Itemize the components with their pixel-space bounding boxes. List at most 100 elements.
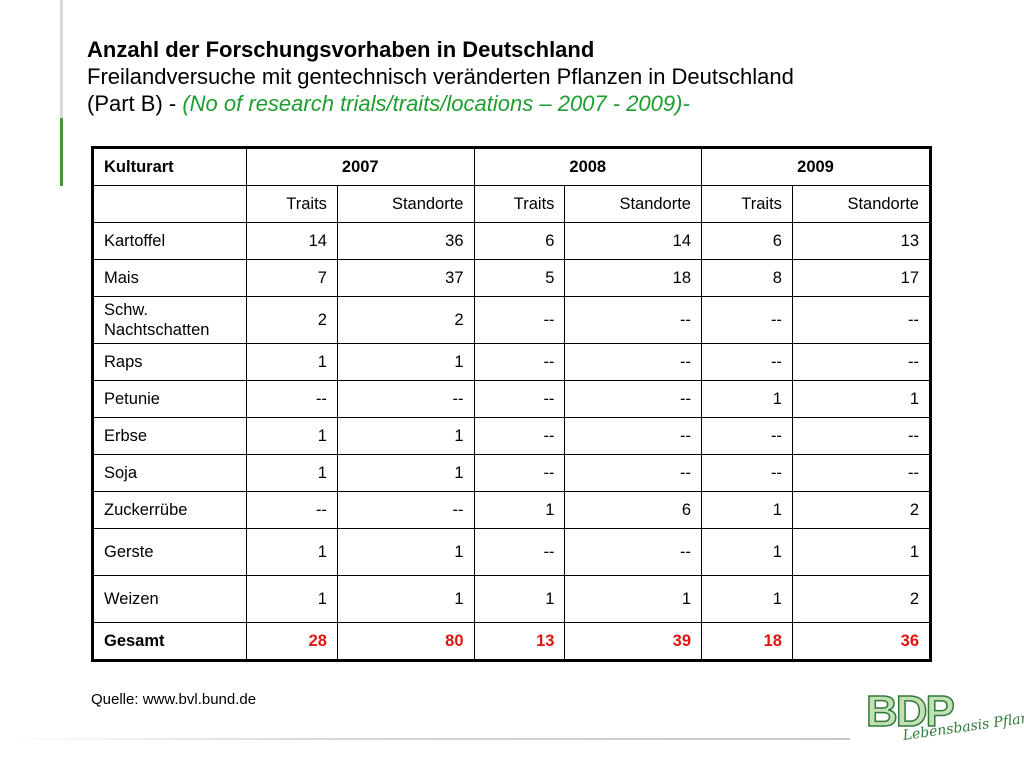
table-subheader-row: Traits Standorte Traits Standorte Traits… (92, 185, 932, 223)
row-label: Kartoffel (92, 222, 247, 260)
table-cell: -- (564, 454, 702, 492)
table-cell: 17 (791, 259, 932, 297)
table-cell: -- (246, 380, 338, 418)
table-row: Gerste 1 1 -- -- 1 1 (92, 528, 932, 576)
table-row: Kartoffel 14 36 6 14 6 13 (92, 222, 932, 260)
table-cell: 1 (701, 491, 793, 529)
table-cell: 8 (701, 259, 793, 297)
row-label: Zuckerrübe (92, 491, 247, 529)
table-row: Mais 7 37 5 18 8 17 (92, 259, 932, 297)
table-cell: 1 (246, 528, 338, 576)
subheader-empty (92, 185, 247, 223)
table-cell: -- (473, 454, 566, 492)
table-cell: -- (564, 296, 702, 344)
table-cell: 1 (246, 417, 338, 455)
left-divider-line (60, 0, 63, 185)
subheader-standorte-2007: Standorte (336, 185, 475, 223)
table-cell: 14 (246, 222, 338, 260)
left-accent-bar (60, 118, 63, 186)
table-row: Erbse 1 1 -- -- -- -- (92, 417, 932, 455)
table-row: Schw. Nachtschatten 2 2 -- -- -- -- (92, 296, 932, 344)
table-cell: -- (473, 528, 566, 576)
row-label: Erbse (92, 417, 247, 455)
row-label: Raps (92, 343, 247, 381)
table-cell: -- (564, 528, 702, 576)
research-trials-table: Kulturart 2007 2008 2009 Traits Standort… (91, 146, 932, 662)
subheader-traits-2007: Traits (246, 185, 338, 223)
table-cell: 1 (564, 575, 702, 623)
table-cell: 1 (336, 575, 475, 623)
row-label: Petunie (92, 380, 247, 418)
title-line-3-prefix: (Part B) - (87, 91, 183, 116)
subheader-standorte-2009: Standorte (791, 185, 932, 223)
table-row: Zuckerrübe -- -- 1 6 1 2 (92, 491, 932, 529)
row-label: Soja (92, 454, 247, 492)
table-cell: -- (701, 296, 793, 344)
table-cell: -- (473, 417, 566, 455)
table-cell: -- (473, 296, 566, 344)
title-line-1: Anzahl der Forschungsvorhaben in Deutsch… (87, 37, 595, 62)
table-cell: -- (701, 417, 793, 455)
table-cell: 5 (473, 259, 566, 297)
table-cell: -- (336, 380, 475, 418)
table-cell: -- (246, 491, 338, 529)
table-cell: 1 (791, 380, 932, 418)
table-cell: -- (473, 380, 566, 418)
table-cell: 14 (564, 222, 702, 260)
table-cell: 37 (336, 259, 475, 297)
table-cell: 1 (246, 343, 338, 381)
table-total-row: Gesamt 28 80 13 39 18 36 (92, 622, 932, 661)
row-label: Gerste (92, 528, 247, 576)
title-line-3-accent: (No of research trials/traits/locations … (182, 91, 690, 116)
table-cell: 6 (564, 491, 702, 529)
table-cell: 1 (791, 528, 932, 576)
table-row: Weizen 1 1 1 1 1 2 (92, 575, 932, 623)
total-cell: 13 (473, 622, 566, 661)
table-cell: 13 (791, 222, 932, 260)
table-cell: -- (791, 343, 932, 381)
source-note: Quelle: www.bvl.bund.de (91, 691, 257, 708)
total-cell: 28 (246, 622, 338, 661)
logo-letters: BDP (865, 687, 955, 736)
total-cell: 36 (791, 622, 932, 661)
table-cell: 1 (701, 380, 793, 418)
total-label: Gesamt (92, 622, 247, 661)
table-cell: 7 (246, 259, 338, 297)
table-cell: -- (564, 417, 702, 455)
subheader-traits-2009: Traits (701, 185, 793, 223)
header-kulturart: Kulturart (92, 147, 247, 186)
row-label: Schw. Nachtschatten (92, 296, 247, 344)
header-year-2009: 2009 (701, 147, 931, 186)
table-cell: 1 (473, 491, 566, 529)
slide-title: Anzahl der Forschungsvorhaben in Deutsch… (87, 36, 987, 117)
table-cell: -- (336, 491, 475, 529)
table-row: Soja 1 1 -- -- -- -- (92, 454, 932, 492)
subheader-traits-2008: Traits (473, 185, 566, 223)
table-row: Petunie -- -- -- -- 1 1 (92, 380, 932, 418)
table-cell: -- (564, 380, 702, 418)
bdp-logo: BDP Lebensbasis Pflanze (865, 687, 1024, 765)
header-year-2007: 2007 (246, 147, 475, 186)
table-cell: 1 (336, 343, 475, 381)
subheader-standorte-2008: Standorte (564, 185, 702, 223)
row-label-line-1: Schw. (104, 301, 149, 319)
title-line-2: Freilandversuche mit gentechnisch veränd… (87, 64, 794, 89)
row-label-line-2: Nachtschatten (104, 321, 210, 339)
table-cell: 1 (336, 454, 475, 492)
title-line-3: (Part B) - (No of research trials/traits… (87, 90, 987, 117)
total-cell: 80 (336, 622, 475, 661)
table-cell: -- (473, 343, 566, 381)
table-cell: 2 (246, 296, 338, 344)
table-cell: 2 (336, 296, 475, 344)
table-cell: -- (791, 417, 932, 455)
table-row: Raps 1 1 -- -- -- -- (92, 343, 932, 381)
table-cell: 1 (336, 417, 475, 455)
table-cell: -- (701, 343, 793, 381)
table-cell: 1 (701, 575, 793, 623)
table-cell: 6 (701, 222, 793, 260)
table-cell: -- (791, 296, 932, 344)
table-cell: 1 (701, 528, 793, 576)
row-label: Weizen (92, 575, 247, 623)
table-header-row: Kulturart 2007 2008 2009 (92, 147, 931, 186)
table-cell: 1 (336, 528, 475, 576)
